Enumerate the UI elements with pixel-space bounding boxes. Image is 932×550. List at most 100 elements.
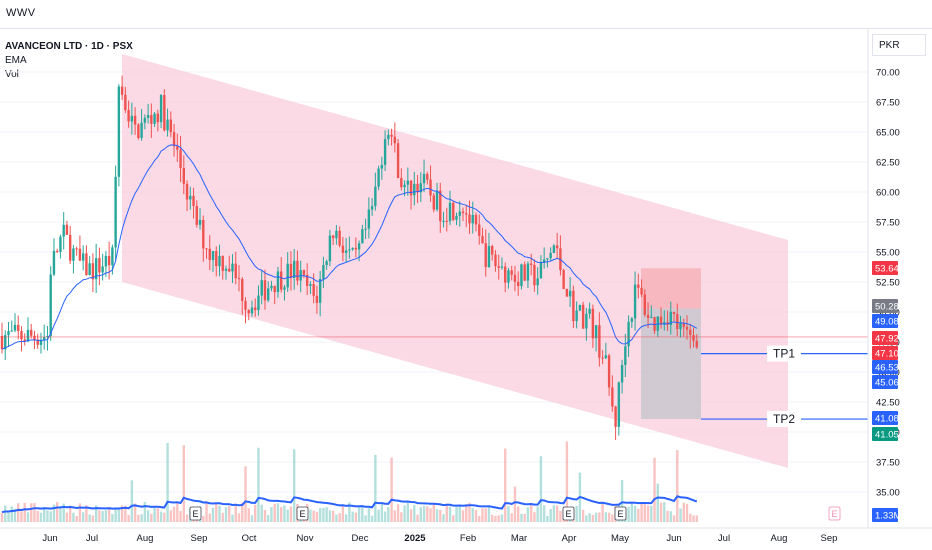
volume-bar [471, 508, 474, 522]
y-tick-label: 67.50 [876, 98, 900, 109]
candle [65, 224, 69, 235]
candle [55, 250, 59, 252]
price-badge-value: 46.53 [875, 363, 899, 374]
volume-bar [692, 515, 695, 522]
candle [630, 318, 634, 322]
candle [179, 149, 182, 169]
volume-bar [481, 508, 484, 522]
currency-label[interactable]: PKR [872, 34, 926, 56]
candle [591, 308, 595, 339]
candle [335, 230, 338, 239]
volume-bar [403, 505, 406, 522]
candle [533, 264, 536, 286]
candle [387, 134, 390, 140]
volume-bar [211, 507, 215, 522]
candle [62, 224, 65, 237]
price-badge-value: 50.28 [875, 302, 899, 313]
candle [176, 146, 179, 150]
candle [218, 255, 221, 267]
y-tick-label: 70.00 [876, 68, 900, 79]
candle [101, 266, 104, 273]
candle [695, 340, 698, 348]
volume-bar [452, 515, 455, 522]
volume-bar [234, 503, 237, 522]
candle [575, 310, 578, 322]
candle [588, 308, 591, 314]
volume-bar [20, 511, 23, 522]
candle [46, 335, 49, 338]
candle [601, 357, 604, 359]
candle [26, 329, 30, 342]
volume-bar [156, 508, 160, 522]
volume-bar [565, 441, 569, 522]
volume-bar [59, 507, 62, 522]
candle [526, 263, 530, 281]
candle [393, 136, 397, 144]
candle [549, 252, 552, 259]
candle [562, 270, 565, 289]
volume-bar [695, 515, 698, 522]
legend-ema[interactable]: EMA [5, 55, 27, 66]
x-tick-label: Dec [352, 533, 369, 544]
legend-volume[interactable]: Vol [5, 69, 19, 80]
candle [305, 274, 309, 286]
candle [267, 288, 270, 301]
volume-bar [23, 502, 26, 522]
volume-bar [529, 502, 533, 522]
volume-bar [72, 512, 75, 522]
volume-bar [43, 507, 46, 522]
volume-bar [322, 508, 325, 522]
candle [322, 265, 325, 279]
volume-bar [364, 515, 367, 522]
volume-bar [588, 513, 591, 522]
price-badge [872, 360, 898, 374]
candle [650, 317, 653, 319]
candle [202, 219, 205, 249]
volume-bar [504, 448, 507, 522]
volume-bar [546, 515, 549, 522]
x-tick-label: Apr [562, 533, 577, 544]
candle [396, 143, 400, 178]
volume-bar [309, 509, 312, 522]
price-badge-value: 1.33M [875, 511, 901, 522]
volume-bar [478, 515, 481, 522]
volume-bar [338, 513, 341, 522]
price-badge [872, 314, 898, 328]
price-badge [872, 261, 898, 275]
volume-bar [39, 512, 43, 522]
y-tick-label: 35.00 [876, 488, 900, 499]
volume-bar [146, 510, 150, 522]
candle [510, 270, 513, 275]
candle [130, 115, 134, 122]
candle [383, 139, 387, 165]
candle [536, 278, 539, 286]
candle [182, 168, 186, 184]
candle [39, 340, 43, 345]
candle [484, 243, 487, 268]
candle [633, 284, 637, 319]
volume-bar [159, 511, 163, 522]
volume-bar [455, 506, 458, 522]
candle [10, 330, 13, 332]
volume-bar [370, 515, 374, 522]
candle [20, 331, 23, 340]
volume-bar [117, 508, 121, 522]
volume-bar [390, 457, 393, 522]
symbol-title[interactable]: AVANCEON LTD · 1D · PSX [5, 41, 133, 52]
candle [150, 115, 153, 124]
volume-bar [62, 503, 65, 522]
candle [43, 337, 46, 341]
x-tick-label: Jul [718, 533, 730, 544]
candle [491, 246, 494, 255]
volume-bar [458, 506, 461, 522]
candle [289, 263, 293, 279]
volume-bar [555, 505, 559, 522]
volume-bar [406, 502, 410, 522]
candle [140, 122, 143, 139]
candle [416, 183, 419, 193]
candle [390, 134, 393, 137]
candle [91, 263, 95, 280]
candle [552, 245, 556, 253]
app-brand: WWV [6, 7, 36, 19]
